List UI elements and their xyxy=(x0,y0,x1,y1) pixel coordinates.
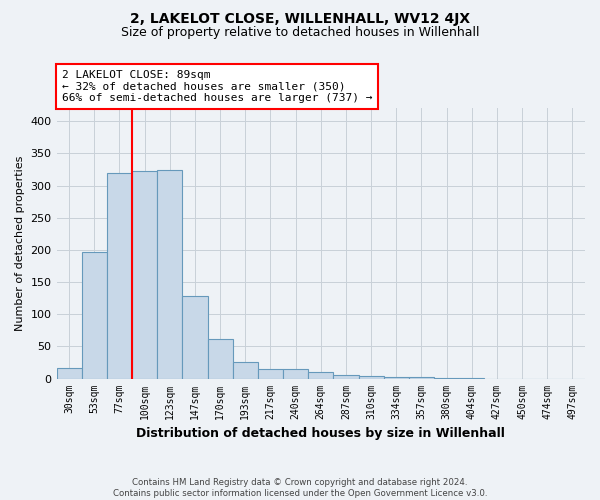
Bar xyxy=(208,340,233,378)
Bar xyxy=(359,376,383,378)
Text: 2 LAKELOT CLOSE: 89sqm
← 32% of detached houses are smaller (350)
66% of semi-de: 2 LAKELOT CLOSE: 89sqm ← 32% of detached… xyxy=(62,70,373,103)
Bar xyxy=(233,362,258,378)
Text: 2, LAKELOT CLOSE, WILLENHALL, WV12 4JX: 2, LAKELOT CLOSE, WILLENHALL, WV12 4JX xyxy=(130,12,470,26)
Bar xyxy=(82,252,107,378)
Bar xyxy=(157,170,182,378)
Bar xyxy=(283,369,308,378)
Text: Contains HM Land Registry data © Crown copyright and database right 2024.
Contai: Contains HM Land Registry data © Crown c… xyxy=(113,478,487,498)
Bar xyxy=(308,372,334,378)
Bar xyxy=(56,368,82,378)
Bar xyxy=(132,172,157,378)
Bar xyxy=(182,296,208,378)
X-axis label: Distribution of detached houses by size in Willenhall: Distribution of detached houses by size … xyxy=(136,427,505,440)
Y-axis label: Number of detached properties: Number of detached properties xyxy=(15,156,25,331)
Bar xyxy=(107,172,132,378)
Bar xyxy=(258,369,283,378)
Text: Size of property relative to detached houses in Willenhall: Size of property relative to detached ho… xyxy=(121,26,479,39)
Bar xyxy=(383,376,409,378)
Bar xyxy=(334,374,359,378)
